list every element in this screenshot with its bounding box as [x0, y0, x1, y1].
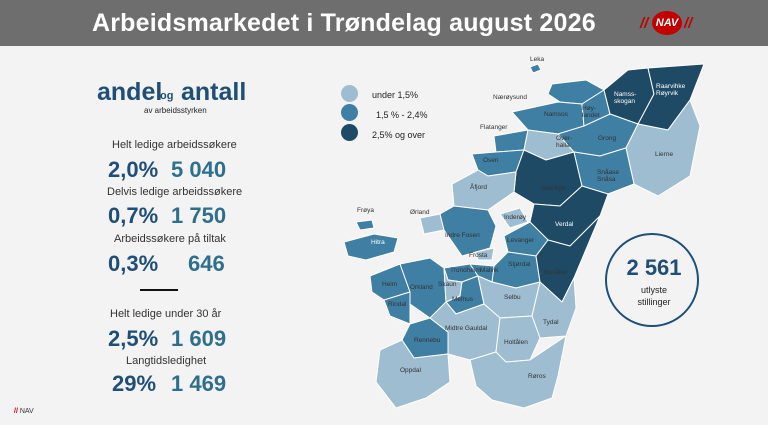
map-label-stjordal: Stjørdal — [508, 261, 531, 268]
map-label-froya: Frøya — [357, 207, 374, 214]
map-label-inderoy: Inderøy — [504, 214, 527, 221]
legend-swatch-high — [341, 124, 358, 141]
footer-brand: // NAV — [14, 408, 34, 415]
page-title: Arbeidsmarkedet i Trøndelag august 2026 — [92, 9, 596, 37]
map-label-lierne: Lierne — [655, 151, 674, 158]
stat-percent-under-30: 2,5% — [108, 326, 159, 351]
map-label-frosta: Frosta — [469, 252, 488, 259]
footer-text: NAV — [19, 408, 34, 415]
map-region-stjordal — [491, 251, 541, 289]
vacancies-count: 2 561 — [626, 255, 682, 280]
heading-antall: antall — [181, 78, 247, 106]
vacancies-label-line1: utlyste — [640, 285, 667, 295]
subheading: av arbeidsstyrken — [144, 106, 207, 115]
map-region-indre-fosen — [439, 205, 497, 257]
legend-label-low: under 1,5% — [372, 90, 419, 100]
map-label-trondheim: Trondheim — [450, 267, 481, 274]
stat-percent-tiltak: 0,3% — [108, 251, 159, 276]
stat-count-helt-ledige: 5 040 — [171, 157, 227, 182]
heading-andel: andel — [97, 78, 163, 106]
map-label-selbu: Selbu — [504, 294, 521, 301]
divider — [140, 289, 178, 291]
stat-label-delvis-ledige: Delvis ledige arbeidssøkere — [107, 186, 243, 198]
header-bar: Arbeidsmarkedet i Trøndelag august 2026 … — [0, 0, 768, 46]
map-label-holtalen: Holtålen — [504, 339, 528, 346]
map-label-meraker: Meråker — [544, 269, 568, 276]
map-label-skaun: Skaun — [438, 281, 457, 288]
map-region-inderoy — [499, 207, 529, 229]
map-label-grong: Grong — [598, 135, 617, 142]
map-label-overhalla: Over- halla — [556, 135, 573, 149]
legend-label-high: 2,5% og over — [372, 130, 426, 140]
map-label-malvik: Malvik — [480, 267, 499, 274]
map-label-rennebu: Rennebu — [414, 337, 441, 344]
map-label-rindal: Rindal — [388, 301, 407, 308]
map-region-roros — [469, 335, 567, 409]
heading-og: og — [160, 90, 174, 102]
map-label-raarvihke: Raarvihke Røyrvik — [656, 83, 686, 97]
map-label-indre-fosen: Indre Fosen — [445, 232, 480, 239]
map-label-midtre-gauldal: Midtre Gauldal — [445, 325, 488, 332]
map-label-orkland: Orkland — [410, 284, 433, 291]
stat-count-under-30: 1 609 — [171, 326, 227, 351]
map-label-namsos: Namsos — [544, 111, 568, 118]
map-label-verdal: Verdal — [555, 221, 574, 228]
map-region-tydal — [531, 277, 577, 339]
map-label-oppdal: Oppdal — [400, 367, 421, 374]
map-label-heim: Heim — [382, 281, 398, 288]
map-label-namsskogan: Namss- skogan — [614, 91, 637, 105]
map-label-melhus: Melhus — [452, 296, 473, 303]
stat-count-tiltak: 646 — [188, 251, 225, 276]
map-label-afjord: Åfjord — [470, 184, 487, 191]
map-label-leka: Leka — [530, 56, 545, 63]
stat-label-tiltak: Arbeidssøkere på tiltak — [114, 233, 226, 245]
stat-label-helt-ledige: Helt ledige arbeidssøkere — [112, 139, 237, 151]
stat-label-langtid: Langtidsledighet — [126, 355, 207, 367]
legend-swatch-low — [341, 85, 358, 102]
legend-label-mid: 1,5 % - 2,4% — [376, 110, 428, 120]
map-region-froya — [355, 219, 375, 231]
footer-slashes: // — [14, 408, 18, 415]
map-label-tydal: Tydal — [543, 319, 559, 326]
nav-logo-text: NAV — [652, 11, 682, 35]
map-label-flatanger: Flatanger — [480, 124, 508, 131]
stat-label-under-30: Helt ledige under 30 år — [110, 308, 222, 320]
map-label-naeroysund: Nærøysund — [493, 94, 527, 101]
stat-percent-langtid: 29% — [112, 371, 157, 396]
map-label-hitra: Hitra — [371, 239, 385, 246]
map-label-orland: Ørland — [410, 209, 430, 216]
nav-logo: // NAV // — [640, 11, 694, 35]
map-label-roros: Røros — [528, 373, 546, 380]
map-region-leka — [529, 63, 542, 74]
stat-count-delvis-ledige: 1 750 — [171, 203, 227, 228]
map-region-oppdal — [375, 339, 451, 409]
stat-percent-delvis-ledige: 0,7% — [108, 203, 159, 228]
map-label-hoylandet: Høy- landet — [582, 105, 600, 119]
stat-count-langtid: 1 469 — [171, 371, 227, 396]
map-region-hitra — [343, 233, 399, 261]
map-region-flatanger — [493, 129, 529, 153]
vacancies-label-line2: stillinger — [637, 297, 671, 307]
vacancies-badge: 2 561 utlyste stillinger — [605, 233, 699, 327]
map-label-levanger: Levanger — [507, 237, 535, 244]
map-label-snaasa: Snåase Snåsa — [597, 169, 620, 183]
map-label-osen: Osen — [483, 157, 499, 164]
map-region-rindal — [383, 291, 411, 325]
legend-swatch-mid — [341, 104, 358, 121]
stat-percent-helt-ledige: 2,0% — [108, 157, 159, 182]
map-label-steinkjer: Steinkjer — [541, 185, 567, 192]
map-region-frosta — [475, 247, 495, 261]
